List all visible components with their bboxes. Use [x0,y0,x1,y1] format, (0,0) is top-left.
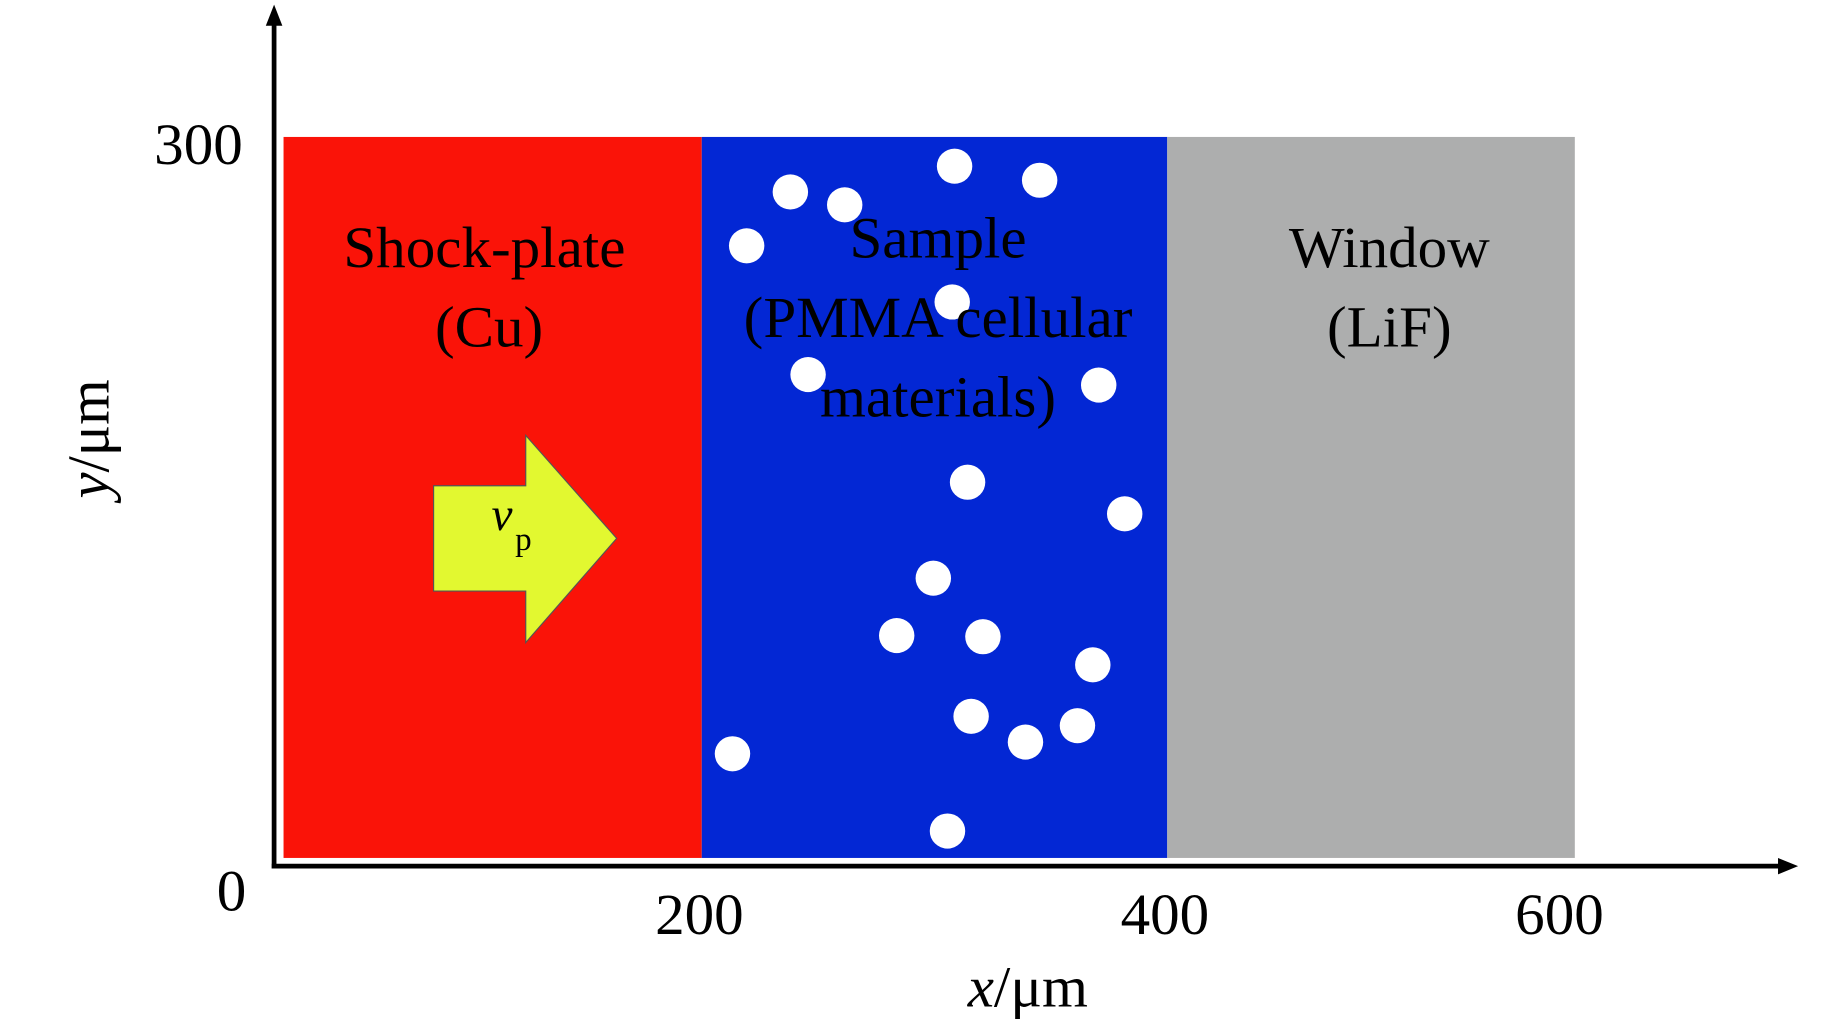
region-label: (PMMA cellular [744,285,1133,350]
x-tick-label: 200 [655,882,744,947]
x-arrowhead [1778,857,1799,875]
arrow-symbol: v [491,489,512,541]
region-label: Sample [849,206,1026,271]
y-axis-label: y/μm [56,379,121,503]
x-tick-label: 0 [217,859,247,924]
region-label: materials) [820,365,1056,430]
x-tick-label: 400 [1121,882,1210,947]
x-axis-label: x/μm [967,955,1088,1020]
y-arrowhead [265,4,283,26]
region-label: Window [1289,215,1491,280]
arrow-subscript: p [515,522,532,558]
window-region [1167,136,1575,858]
region-label: (LiF) [1327,295,1452,360]
region-label: (Cu) [435,295,543,360]
x-tick-label: 600 [1515,882,1604,947]
velocity-arrow [432,433,618,645]
region-label: Shock-plate [343,215,625,280]
y-tick-label: 300 [154,112,243,177]
pores [714,148,1143,849]
